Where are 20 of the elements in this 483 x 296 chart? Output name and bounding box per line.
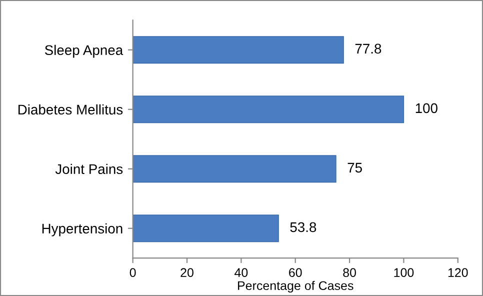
x-tick-label: 20 [180,268,194,278]
y-tick-label: Joint Pains [55,164,123,174]
y-tick-label: Diabetes Mellitus [18,104,123,115]
x-tick-label: 120 [448,268,468,278]
bar [132,36,344,64]
bar [132,96,404,124]
x-tick-label: 60 [289,268,302,278]
x-tick-label: 80 [343,268,356,278]
data-label: 100 [416,103,438,114]
x-tick-label: 100 [394,268,414,278]
y-tick-label: Sleep Apnea [44,44,124,58]
y-tick-label: Hypertension [42,223,122,236]
bar [132,155,336,183]
data-label: 77.8 [355,44,382,54]
data-label: 53.8 [290,222,316,232]
x-tick-label: 40 [234,268,248,278]
data-label: 75 [348,162,362,173]
x-tick-label: 0 [130,268,136,278]
bar [132,214,279,242]
x-axis-title: Percentage of Cases [238,280,354,293]
